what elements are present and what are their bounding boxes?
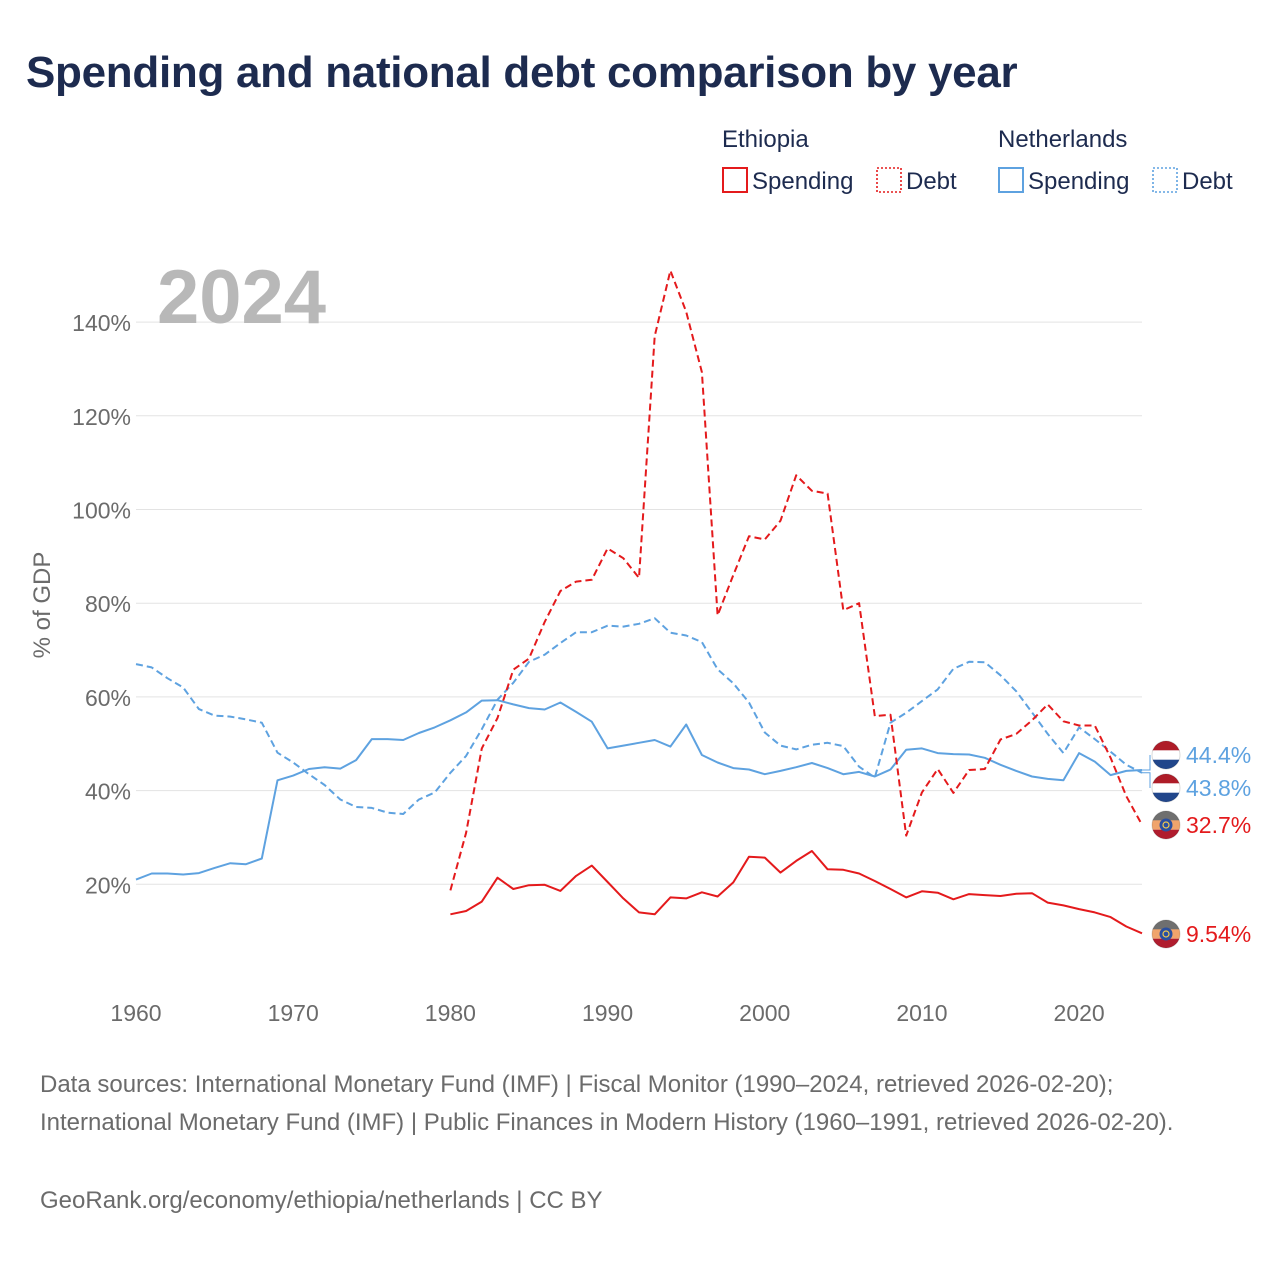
y-axis: 20% 40% 60% 80% 100% 120% 140% <box>72 310 131 898</box>
legend-swatch-netherlands-spending[interactable] <box>998 167 1024 193</box>
legend-swatch-ethiopia-spending[interactable] <box>722 167 748 193</box>
source-footer: GeoRank.org/economy/ethiopia/netherlands… <box>40 1187 603 1214</box>
legend-swatch-netherlands-debt[interactable] <box>1152 167 1178 193</box>
x-tick-label: 1980 <box>425 1000 476 1026</box>
chart: Ethiopia Spending Debt Netherlands Spending D… <box>29 126 1251 1026</box>
line-ethiopia-debt[interactable] <box>449 269 1143 891</box>
year-label: 2024 <box>157 255 326 340</box>
netherlands-flag-icon <box>1152 741 1180 769</box>
legend-country-ethiopia: Ethiopia <box>722 126 809 153</box>
end-markers: 44.4% 43.8% 32.7% 9.54% <box>1142 740 1251 949</box>
x-tick-label: 1990 <box>582 1000 633 1026</box>
end-marker-ethiopia-spending[interactable]: 9.54% <box>1151 919 1251 949</box>
x-tick-label: 2010 <box>896 1000 947 1026</box>
legend-label-ethiopia-debt[interactable]: Debt <box>906 168 957 195</box>
legend-swatch-ethiopia-debt[interactable] <box>876 167 902 193</box>
y-tick-label: 120% <box>72 404 131 430</box>
y-tick-label: 80% <box>85 591 131 617</box>
chart-title: Spending and national debt comparison by… <box>26 48 1018 97</box>
ethiopia-flag-icon <box>1152 811 1180 839</box>
gridlines <box>136 321 1142 885</box>
legend-country-netherlands: Netherlands <box>998 126 1127 153</box>
end-value-label: 44.4% <box>1186 742 1251 768</box>
x-tick-label: 1960 <box>110 1000 161 1026</box>
x-tick-label: 2000 <box>739 1000 790 1026</box>
netherlands-flag-icon <box>1152 774 1180 802</box>
line-ethiopia-spending[interactable] <box>450 850 1143 935</box>
legend-label-ethiopia-spending[interactable]: Spending <box>752 168 853 195</box>
end-marker-netherlands-debt[interactable]: 44.4% <box>1151 740 1251 770</box>
y-tick-label: 20% <box>85 872 131 898</box>
end-value-label: 32.7% <box>1186 812 1251 838</box>
data-sources: Data sources: International Monetary Fun… <box>40 1071 1174 1136</box>
y-tick-label: 100% <box>72 498 131 524</box>
x-tick-label: 1970 <box>268 1000 319 1026</box>
end-value-label: 43.8% <box>1186 775 1251 801</box>
y-tick-label: 40% <box>85 779 131 805</box>
legend: Ethiopia Spending Debt Netherlands Spending D… <box>722 126 1233 195</box>
x-axis: 1960 1970 1980 1990 2000 2010 2020 <box>110 1000 1104 1026</box>
end-marker-ethiopia-debt[interactable]: 32.7% <box>1151 810 1251 840</box>
end-value-label: 9.54% <box>1186 921 1251 947</box>
end-bracket <box>1142 755 1151 788</box>
line-netherlands-spending[interactable] <box>135 699 1143 881</box>
series-lines <box>135 269 1143 935</box>
line-netherlands-debt[interactable] <box>135 617 1143 815</box>
ethiopia-flag-icon <box>1152 920 1180 948</box>
legend-label-netherlands-spending[interactable]: Spending <box>1028 168 1129 195</box>
legend-label-netherlands-debt[interactable]: Debt <box>1182 168 1233 195</box>
y-axis-label: % of GDP <box>29 552 56 659</box>
end-marker-netherlands-spending[interactable]: 43.8% <box>1151 773 1251 803</box>
y-tick-label: 140% <box>72 310 131 336</box>
x-tick-label: 2020 <box>1054 1000 1105 1026</box>
y-tick-label: 60% <box>85 685 131 711</box>
